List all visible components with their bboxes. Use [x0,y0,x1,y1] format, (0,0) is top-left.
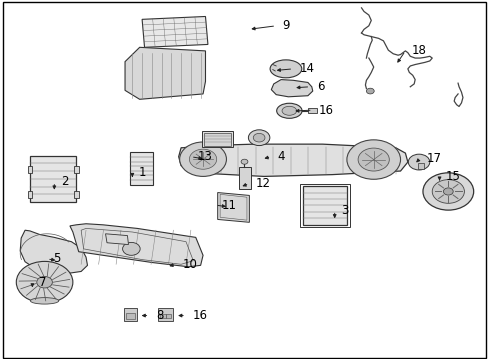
Text: 12: 12 [255,177,270,190]
Ellipse shape [269,60,301,78]
Text: 13: 13 [197,150,212,163]
Circle shape [16,261,73,303]
Circle shape [357,148,388,171]
Text: 4: 4 [277,150,285,163]
Text: 15: 15 [445,170,460,183]
Text: 1: 1 [139,166,146,179]
Polygon shape [217,193,249,222]
Circle shape [366,88,373,94]
Circle shape [122,242,140,255]
Text: 18: 18 [411,44,426,57]
Circle shape [189,149,216,169]
Text: 6: 6 [316,80,324,93]
Bar [159,314,165,319]
Circle shape [248,130,269,145]
Text: 16: 16 [319,104,333,117]
Text: 14: 14 [299,62,314,75]
Bar [74,166,79,173]
Ellipse shape [30,298,59,304]
Bar [238,167,250,189]
Polygon shape [125,47,205,99]
Text: 16: 16 [192,309,207,322]
Bar [27,166,32,173]
Bar [158,308,173,320]
Bar [300,184,349,227]
Bar [417,163,423,169]
Bar [27,191,32,198]
Text: 11: 11 [221,199,236,212]
Circle shape [241,159,247,164]
Circle shape [431,180,464,203]
Polygon shape [178,144,407,176]
Circle shape [253,134,264,142]
Bar [74,191,79,198]
Circle shape [422,173,473,210]
Text: 8: 8 [156,309,163,322]
Text: 10: 10 [182,258,197,271]
Polygon shape [142,17,207,47]
Polygon shape [70,224,203,267]
Text: 9: 9 [282,19,289,32]
Circle shape [443,188,452,195]
Text: 7: 7 [39,276,46,289]
Bar [303,186,346,225]
Bar [166,314,171,319]
Polygon shape [105,234,128,244]
Bar [125,313,135,319]
Text: 5: 5 [53,252,61,265]
Text: 3: 3 [340,204,348,217]
Circle shape [407,154,429,170]
Bar [203,133,230,145]
Text: 2: 2 [61,175,68,188]
Polygon shape [20,230,87,274]
Bar [130,152,153,185]
Bar [30,156,76,202]
Circle shape [346,140,400,179]
Ellipse shape [276,103,302,118]
Ellipse shape [282,106,296,115]
Circle shape [37,276,52,288]
Text: 17: 17 [426,152,441,165]
Bar [307,108,316,113]
Circle shape [179,142,226,176]
Bar [201,131,233,147]
Bar [124,309,137,320]
Polygon shape [271,80,312,97]
